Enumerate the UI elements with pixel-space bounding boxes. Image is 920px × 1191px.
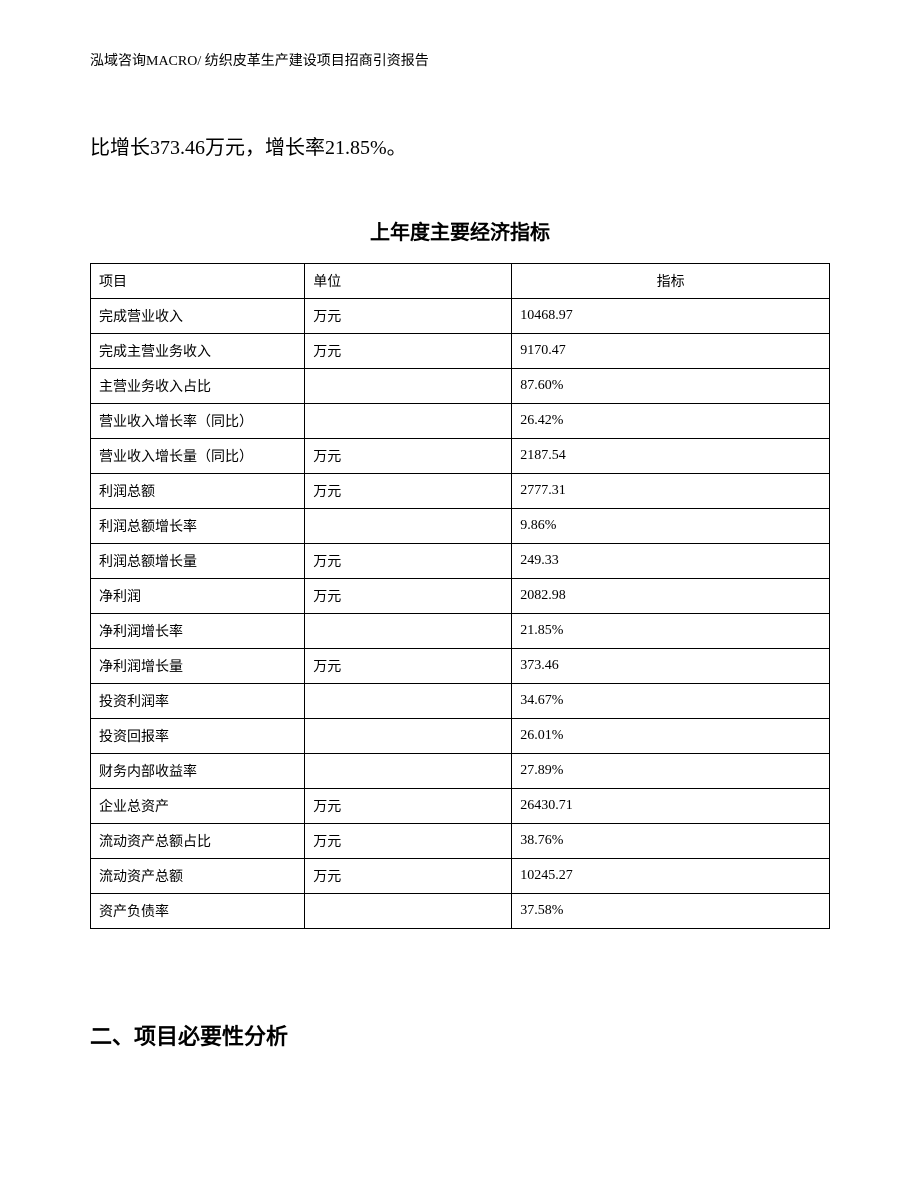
table-row: 流动资产总额占比万元38.76%	[91, 824, 830, 859]
table-cell-item: 财务内部收益率	[91, 754, 305, 789]
table-cell-value: 10468.97	[512, 299, 830, 334]
table-cell-value: 26.01%	[512, 719, 830, 754]
table-cell-unit: 万元	[305, 299, 512, 334]
table-cell-item: 净利润增长率	[91, 614, 305, 649]
economic-indicators-table: 项目 单位 指标 完成营业收入万元10468.97完成主营业务收入万元9170.…	[90, 263, 830, 929]
table-cell-item: 完成营业收入	[91, 299, 305, 334]
table-cell-item: 投资回报率	[91, 719, 305, 754]
table-header-unit: 单位	[305, 264, 512, 299]
table-cell-unit	[305, 509, 512, 544]
table-cell-unit: 万元	[305, 439, 512, 474]
table-row: 净利润增长量万元373.46	[91, 649, 830, 684]
table-cell-unit	[305, 369, 512, 404]
table-cell-item: 资产负债率	[91, 894, 305, 929]
table-cell-unit: 万元	[305, 649, 512, 684]
table-cell-item: 完成主营业务收入	[91, 334, 305, 369]
table-cell-value: 26.42%	[512, 404, 830, 439]
table-cell-value: 2082.98	[512, 579, 830, 614]
table-cell-value: 34.67%	[512, 684, 830, 719]
table-cell-value: 373.46	[512, 649, 830, 684]
table-cell-item: 主营业务收入占比	[91, 369, 305, 404]
table-cell-value: 9170.47	[512, 334, 830, 369]
table-cell-unit	[305, 614, 512, 649]
table-cell-value: 10245.27	[512, 859, 830, 894]
table-cell-value: 38.76%	[512, 824, 830, 859]
table-cell-unit: 万元	[305, 544, 512, 579]
table-cell-value: 249.33	[512, 544, 830, 579]
table-cell-value: 2187.54	[512, 439, 830, 474]
table-title: 上年度主要经济指标	[90, 216, 830, 245]
table-cell-unit: 万元	[305, 579, 512, 614]
table-cell-item: 营业收入增长率（同比）	[91, 404, 305, 439]
section-heading: 二、项目必要性分析	[90, 1019, 830, 1051]
table-cell-item: 投资利润率	[91, 684, 305, 719]
table-row: 净利润万元2082.98	[91, 579, 830, 614]
table-cell-value: 9.86%	[512, 509, 830, 544]
table-cell-value: 87.60%	[512, 369, 830, 404]
page-header: 泓域咨询MACRO/ 纺织皮革生产建设项目招商引资报告	[90, 50, 830, 70]
table-cell-item: 利润总额增长率	[91, 509, 305, 544]
table-header-row: 项目 单位 指标	[91, 264, 830, 299]
table-cell-item: 企业总资产	[91, 789, 305, 824]
table-cell-unit	[305, 719, 512, 754]
table-row: 完成主营业务收入万元9170.47	[91, 334, 830, 369]
table-cell-item: 净利润增长量	[91, 649, 305, 684]
table-row: 资产负债率 37.58%	[91, 894, 830, 929]
table-row: 流动资产总额万元10245.27	[91, 859, 830, 894]
table-row: 营业收入增长量（同比）万元2187.54	[91, 439, 830, 474]
table-row: 完成营业收入万元10468.97	[91, 299, 830, 334]
table-row: 利润总额增长量万元249.33	[91, 544, 830, 579]
table-cell-unit: 万元	[305, 859, 512, 894]
table-cell-unit	[305, 684, 512, 719]
table-cell-value: 21.85%	[512, 614, 830, 649]
table-row: 财务内部收益率 27.89%	[91, 754, 830, 789]
table-cell-unit	[305, 894, 512, 929]
table-row: 企业总资产万元26430.71	[91, 789, 830, 824]
table-row: 利润总额增长率 9.86%	[91, 509, 830, 544]
table-cell-unit	[305, 754, 512, 789]
table-cell-value: 37.58%	[512, 894, 830, 929]
table-row: 营业收入增长率（同比） 26.42%	[91, 404, 830, 439]
table-cell-item: 净利润	[91, 579, 305, 614]
table-cell-item: 流动资产总额	[91, 859, 305, 894]
table-cell-unit: 万元	[305, 789, 512, 824]
table-cell-unit: 万元	[305, 474, 512, 509]
table-cell-unit: 万元	[305, 334, 512, 369]
table-cell-value: 26430.71	[512, 789, 830, 824]
table-row: 投资利润率 34.67%	[91, 684, 830, 719]
table-cell-item: 利润总额	[91, 474, 305, 509]
table-cell-unit	[305, 404, 512, 439]
table-header-item: 项目	[91, 264, 305, 299]
table-cell-item: 流动资产总额占比	[91, 824, 305, 859]
table-row: 投资回报率 26.01%	[91, 719, 830, 754]
table-cell-item: 利润总额增长量	[91, 544, 305, 579]
table-cell-unit: 万元	[305, 824, 512, 859]
table-row: 主营业务收入占比 87.60%	[91, 369, 830, 404]
table-header-value: 指标	[512, 264, 830, 299]
table-cell-item: 营业收入增长量（同比）	[91, 439, 305, 474]
table-row: 利润总额万元2777.31	[91, 474, 830, 509]
table-row: 净利润增长率 21.85%	[91, 614, 830, 649]
table-cell-value: 27.89%	[512, 754, 830, 789]
intro-text: 比增长373.46万元，增长率21.85%。	[90, 130, 830, 166]
table-cell-value: 2777.31	[512, 474, 830, 509]
